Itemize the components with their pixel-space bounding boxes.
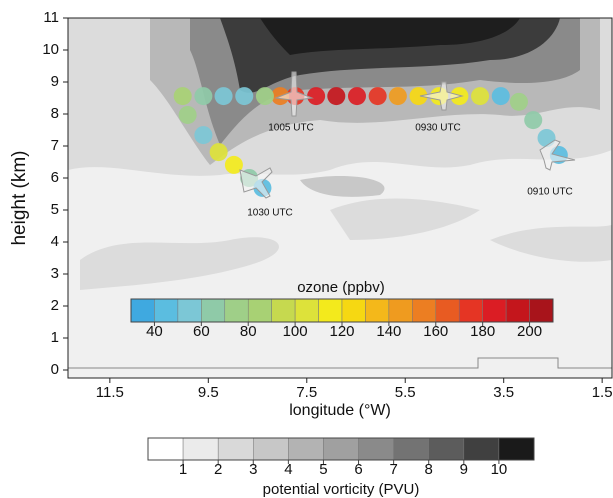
colorbar-tick-label: 120 — [329, 323, 354, 340]
annotation: 1030 UTC — [247, 208, 293, 219]
y-tick-label: 3 — [51, 265, 59, 282]
track-point — [194, 126, 212, 144]
x-tick-label: 7.5 — [296, 384, 317, 401]
y-tick-label: 4 — [51, 233, 59, 250]
y-tick-label: 5 — [51, 201, 59, 218]
x-tick-label: 3.5 — [493, 384, 514, 401]
colorbar-tick-label: 80 — [240, 323, 257, 340]
track-point — [348, 87, 366, 105]
colorbar-tick-label: 180 — [470, 323, 495, 340]
colorbar-tick-label: 1 — [179, 461, 187, 478]
ozone-colorbar-title: ozone (ppbv) — [297, 279, 385, 296]
colorbar-swatch — [506, 299, 529, 322]
colorbar-tick-label: 4 — [284, 461, 292, 478]
colorbar-swatch — [342, 299, 365, 322]
colorbar-tick-label: 6 — [354, 461, 362, 478]
track-point — [194, 87, 212, 105]
colorbar-swatch — [131, 299, 154, 322]
colorbar-tick-label: 5 — [319, 461, 327, 478]
colorbar-swatch — [295, 299, 318, 322]
colorbar-tick-label: 10 — [491, 461, 508, 478]
colorbar-tick-label: 140 — [376, 323, 401, 340]
track-point — [510, 93, 528, 111]
y-tick-label: 6 — [51, 169, 59, 186]
track-point — [307, 87, 325, 105]
x-axis-label: longitude (°W) — [289, 402, 391, 419]
track-point — [179, 106, 197, 124]
colorbar-swatch — [253, 438, 288, 460]
x-tick-label: 1.5 — [592, 384, 613, 401]
chart: 1005 UTC 0930 UTC 0910 UTC 1030 UTC heig… — [0, 0, 613, 498]
y-tick-label: 10 — [42, 41, 59, 58]
colorbar-swatch — [272, 299, 295, 322]
colorbar-tick-label: 100 — [283, 323, 308, 340]
colorbar-swatch — [530, 299, 553, 322]
colorbar-swatch — [389, 299, 412, 322]
y-axis-label: height (km) — [9, 150, 30, 245]
colorbar-swatch — [183, 438, 218, 460]
track-point — [524, 111, 542, 129]
y-tick-label: 8 — [51, 105, 59, 122]
colorbar-swatch — [436, 299, 459, 322]
colorbar-swatch — [323, 438, 358, 460]
y-tick-label: 2 — [51, 297, 59, 314]
y-tick-label: 11 — [43, 9, 59, 26]
track-point — [369, 87, 387, 105]
pv-colorbar-title: potential vorticity (PVU) — [263, 481, 420, 498]
colorbar-swatch — [319, 299, 342, 322]
track-point — [210, 143, 228, 161]
colorbar-tick-label: 2 — [214, 461, 222, 478]
colorbar-swatch — [288, 438, 323, 460]
colorbar-tick-label: 7 — [389, 461, 397, 478]
colorbar-tick-label: 160 — [423, 323, 448, 340]
colorbar-swatch — [178, 299, 201, 322]
colorbar-swatch — [248, 299, 271, 322]
y-tick-label: 7 — [51, 137, 59, 154]
x-tick-label: 5.5 — [395, 384, 416, 401]
colorbar-tick-label: 40 — [146, 323, 163, 340]
colorbar-swatch — [201, 299, 224, 322]
colorbar-swatch — [148, 438, 183, 460]
colorbar-swatch — [464, 438, 499, 460]
track-point — [471, 87, 489, 105]
track-point — [256, 87, 274, 105]
colorbar-swatch — [499, 438, 534, 460]
colorbar-swatch — [483, 299, 506, 322]
colorbar-swatch — [394, 438, 429, 460]
annotation: 0930 UTC — [415, 123, 461, 134]
y-tick-label: 1 — [51, 329, 59, 346]
colorbar-swatch — [459, 299, 482, 322]
track-point — [389, 87, 407, 105]
track-point — [174, 87, 192, 105]
x-tick-label: 11.5 — [96, 384, 124, 401]
colorbar-swatch — [365, 299, 388, 322]
colorbar-swatch — [225, 299, 248, 322]
colorbar-tick-label: 3 — [249, 461, 257, 478]
colorbar-swatch — [218, 438, 253, 460]
colorbar-swatch — [429, 438, 464, 460]
colorbar-tick-label: 200 — [517, 323, 542, 340]
colorbar-tick-label: 60 — [193, 323, 210, 340]
track-point — [215, 87, 233, 105]
colorbar-tick-label: 8 — [425, 461, 433, 478]
annotation: 1005 UTC — [268, 123, 314, 134]
colorbar-tick-label: 9 — [460, 461, 468, 478]
y-tick-label: 9 — [51, 73, 59, 90]
colorbar-swatch — [412, 299, 435, 322]
y-tick-label: 0 — [51, 361, 59, 378]
colorbar-swatch — [154, 299, 177, 322]
track-point — [235, 87, 253, 105]
colorbar-swatch — [359, 438, 394, 460]
track-point — [327, 87, 345, 105]
track-point — [492, 87, 510, 105]
annotation: 0910 UTC — [527, 187, 573, 198]
x-tick-label: 9.5 — [198, 384, 219, 401]
